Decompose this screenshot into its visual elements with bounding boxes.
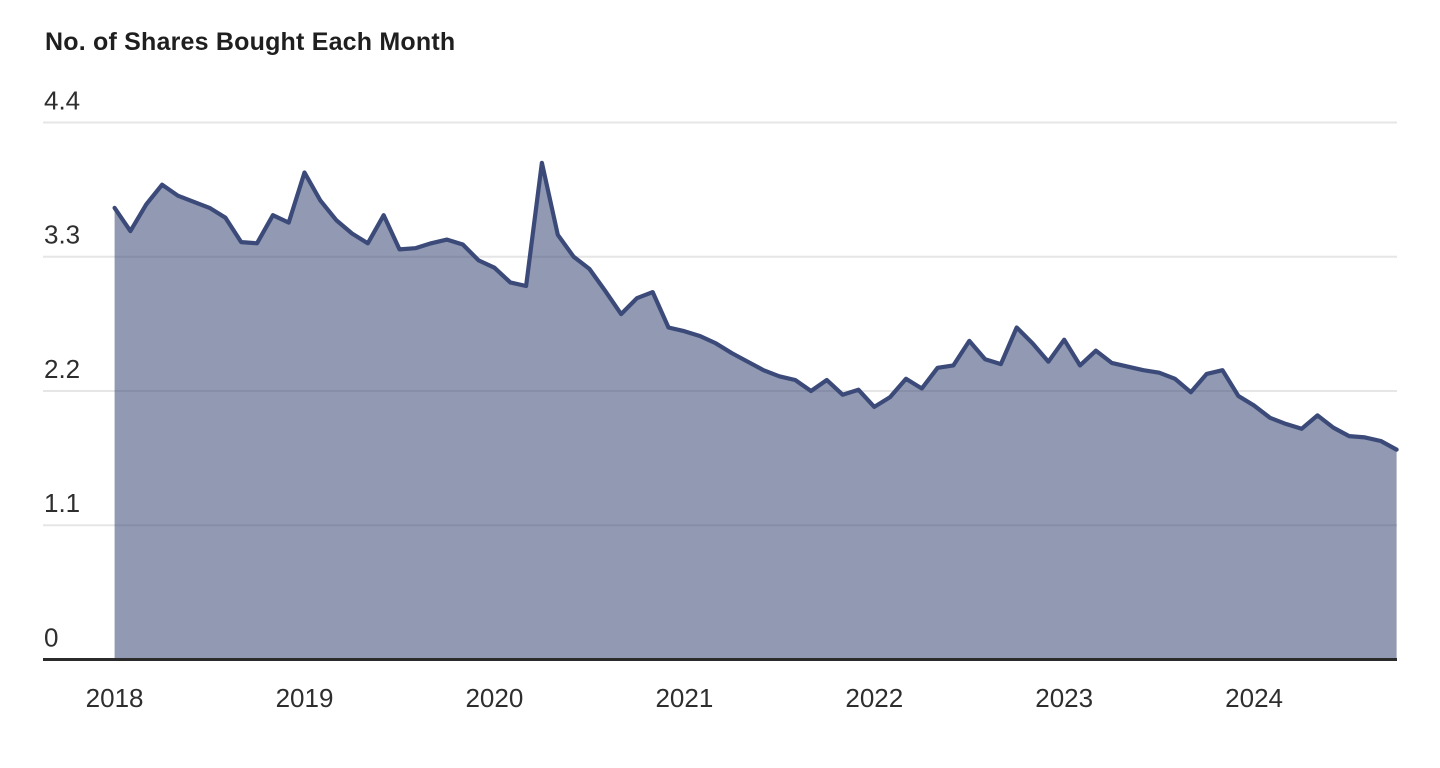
y-tick-label: 1.1 <box>44 488 80 518</box>
series-line <box>112 160 1399 452</box>
x-tick-label: 2021 <box>655 683 713 713</box>
chart-title: No. of Shares Bought Each Month <box>45 28 456 56</box>
x-tick-label: 2018 <box>86 683 144 713</box>
y-tick-label: 0 <box>44 623 58 653</box>
y-tick-label: 2.2 <box>44 354 80 384</box>
x-tick-label: 2020 <box>465 683 523 713</box>
y-tick-label: 4.4 <box>44 86 80 116</box>
x-tick-label: 2019 <box>276 683 334 713</box>
x-tick-label: 2023 <box>1035 683 1093 713</box>
x-tick-label: 2024 <box>1225 683 1283 713</box>
x-tick-label: 2022 <box>845 683 903 713</box>
y-tick-label: 3.3 <box>44 220 80 250</box>
area-fill <box>114 162 1397 660</box>
